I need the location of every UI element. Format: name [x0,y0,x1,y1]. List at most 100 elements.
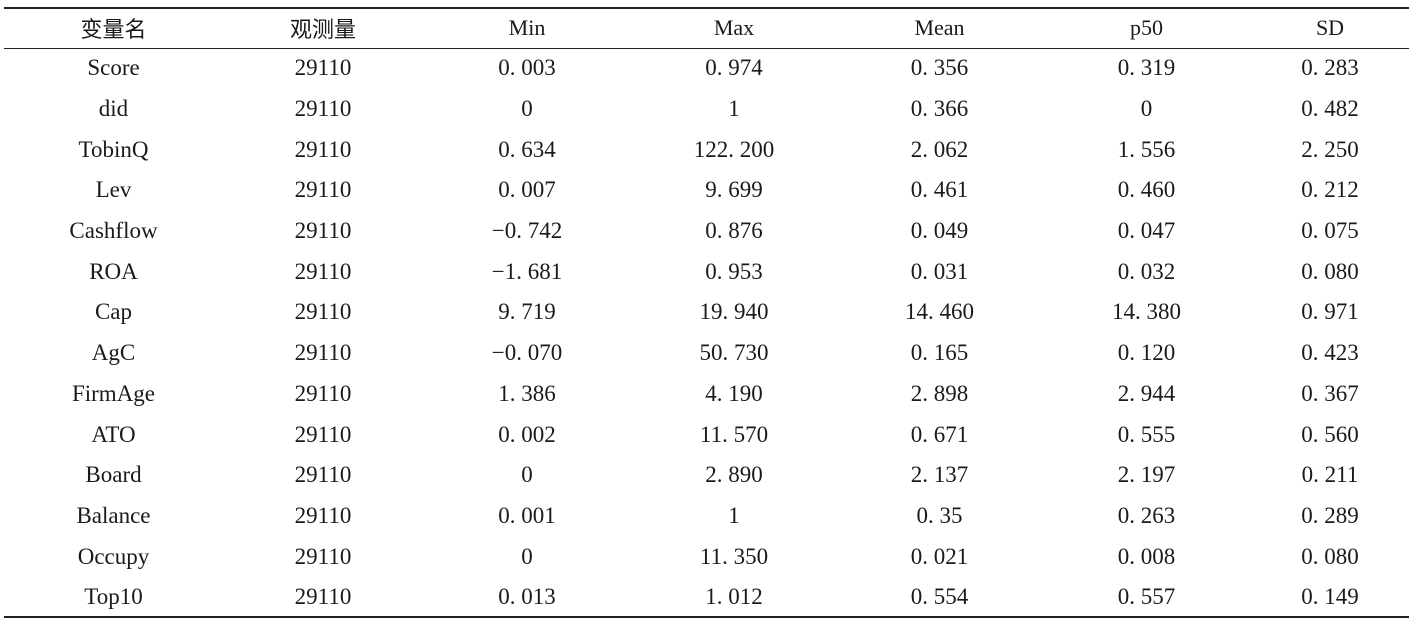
header-sd: SD [1315,14,1345,40]
cell-sd: 0. 075 [1301,218,1359,244]
cell-sd: 0. 423 [1301,340,1359,366]
cell-variable: ATO [91,421,136,447]
cell-max: 19. 940 [699,299,769,325]
cell-sd: 0. 971 [1301,299,1359,325]
table-row: Cashflow 29110 −0. 742 0. 876 0. 049 0. 047 0.… [4,211,1409,252]
cell-mean: 0. 031 [910,258,969,284]
cell-observations: 29110 [294,177,352,203]
cell-variable: Lev [95,177,132,203]
table-row: Top10 29110 0. 013 1. 012 0. 554 0. 557 0. 149 [4,577,1409,618]
table-row: FirmAge 29110 1. 386 4. 190 2. 898 2. 944 0. 3… [4,374,1409,415]
cell-variable: Top10 [84,584,143,610]
cell-min: 0. 003 [498,55,556,81]
cell-variable: Board [85,462,142,488]
cell-sd: 0. 080 [1301,258,1359,284]
cell-p50: 2. 944 [1117,380,1176,406]
cell-mean: 0. 671 [910,421,969,447]
cell-variable: FirmAge [71,380,156,406]
cell-max: 11. 350 [699,543,769,569]
table-row: ATO 29110 0. 002 11. 570 0. 671 0. 555 0. 560 [4,414,1409,455]
cell-p50: 0. 008 [1117,543,1176,569]
cell-p50: 0. 032 [1117,258,1176,284]
cell-variable: Cap [94,299,133,325]
cell-sd: 0. 149 [1301,584,1359,610]
header-row: 变量名 观测量 Min Max Mean p50 SD [4,7,1409,48]
cell-observations: 29110 [294,218,352,244]
cell-min: 0. 001 [498,502,556,528]
cell-sd: 0. 289 [1301,502,1359,528]
cell-max: 0. 974 [705,55,763,81]
cell-min: 0 [521,462,533,488]
cell-mean: 0. 356 [910,55,969,81]
cell-p50: 1. 556 [1117,136,1176,162]
bottom-rule [4,616,1409,618]
cell-max: 1 [728,96,740,122]
cell-observations: 29110 [294,258,352,284]
cell-max: 2. 890 [705,462,763,488]
cell-min: 0 [521,96,533,122]
cell-sd: 0. 283 [1301,55,1359,81]
descriptive-statistics-table: 变量名 观测量 Min Max Mean p50 SD Score 29110 0.… [4,0,1409,621]
cell-min: −1. 681 [491,258,563,284]
cell-observations: 29110 [294,462,352,488]
cell-mean: 0. 461 [910,177,969,203]
cell-max: 50. 730 [699,340,769,366]
cell-observations: 29110 [294,584,352,610]
cell-p50: 0. 120 [1117,340,1176,366]
table-row: Occupy 29110 0 11. 350 0. 021 0. 008 0. 080 [4,536,1409,577]
stats-table: 变量名 观测量 Min Max Mean p50 SD Score 29110 0.… [4,7,1409,618]
cell-p50: 0. 263 [1117,502,1176,528]
cell-p50: 0. 555 [1117,421,1176,447]
cell-variable: Score [87,55,140,81]
header-min: Min [508,14,546,40]
cell-observations: 29110 [294,340,352,366]
cell-variable: did [98,96,129,122]
cell-p50: 0. 319 [1117,55,1176,81]
cell-max: 0. 876 [705,218,763,244]
cell-mean: 0. 366 [910,96,969,122]
cell-observations: 29110 [294,502,352,528]
cell-sd: 0. 560 [1301,421,1359,447]
table-row: AgC 29110 −0. 070 50. 730 0. 165 0. 120 0. 423 [4,333,1409,374]
cell-mean: 0. 554 [910,584,969,610]
table-row: Balance 29110 0. 001 1 0. 35 0. 263 0. 289 [4,496,1409,537]
cell-sd: 0. 211 [1301,462,1359,488]
cell-observations: 29110 [294,136,352,162]
cell-mean: 2. 898 [910,380,969,406]
cell-p50: 0 [1140,96,1153,122]
cell-min: −0. 070 [491,340,563,366]
cell-observations: 29110 [294,96,352,122]
cell-p50: 2. 197 [1117,462,1176,488]
cell-mean: 0. 049 [910,218,969,244]
cell-p50: 14. 380 [1112,299,1181,325]
cell-min: 0. 634 [498,136,556,162]
cell-min: 0. 002 [498,421,556,447]
cell-mean: 2. 062 [910,136,969,162]
cell-max: 122. 200 [693,136,775,162]
cell-max: 11. 570 [699,421,769,447]
cell-mean: 14. 460 [905,299,974,325]
cell-variable: AgC [91,340,136,366]
cell-min: 0 [521,543,533,569]
cell-sd: 2. 250 [1301,136,1359,162]
header-rule [4,48,1409,49]
header-mean: Mean [914,14,965,40]
cell-max: 0. 953 [705,258,763,284]
table-row: Score 29110 0. 003 0. 974 0. 356 0. 319 0. 283 [4,48,1409,89]
table-body: Score 29110 0. 003 0. 974 0. 356 0. 319 0. 283… [4,48,1409,618]
table-row: ROA 29110 −1. 681 0. 953 0. 031 0. 032 0. 080 [4,251,1409,292]
cell-p50: 0. 557 [1117,584,1176,610]
cell-p50: 0. 047 [1117,218,1176,244]
cell-min: 9. 719 [498,299,556,325]
cell-mean: 0. 165 [910,340,969,366]
cell-variable: TobinQ [78,136,149,162]
header-observations: 观测量 [289,16,356,42]
cell-max: 9. 699 [705,177,763,203]
table-row: did 29110 0 1 0. 366 0 0. 482 [4,89,1409,130]
cell-sd: 0. 367 [1301,380,1359,406]
header-p50: p50 [1130,14,1163,40]
cell-min: 0. 013 [498,584,556,610]
cell-observations: 29110 [294,380,352,406]
table-row: TobinQ 29110 0. 634 122. 200 2. 062 1. 556 2. … [4,129,1409,170]
header-variable: 变量名 [80,16,147,42]
